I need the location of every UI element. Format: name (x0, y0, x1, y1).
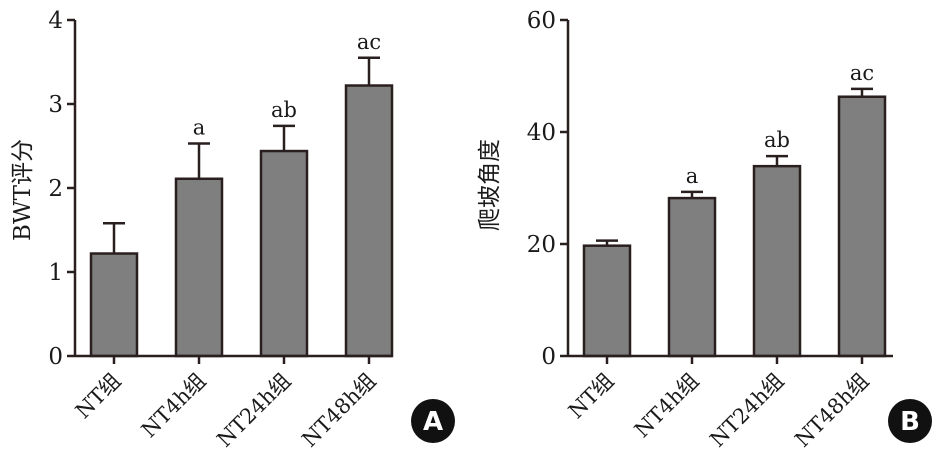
x-tick-label-2: NT4h组 (630, 369, 704, 443)
bar-3 (259, 149, 309, 358)
y-tick-label-1: 1 (48, 260, 63, 286)
x-tick-label-3: NT24h组 (705, 369, 788, 452)
y-tick-label-3: 3 (48, 92, 63, 118)
panel-a: a ab ac 0 1 2 3 4 NT组 NT4h组 NT24h组 NT48h组 BWT评分 A (10, 8, 455, 452)
y-tick-label-0: 0 (48, 344, 63, 370)
significance-label-3: ab (271, 98, 297, 122)
panel-label: A (423, 407, 443, 437)
significance-label-2: a (193, 115, 206, 139)
x-tick-label-3: NT24h组 (212, 369, 295, 452)
x-tick-label-1: NT组 (564, 369, 619, 424)
bar-2 (174, 177, 224, 358)
bar-1 (582, 244, 632, 358)
y-tick-label-0: 0 (541, 344, 556, 370)
panel-b: a ab ac 0 20 40 60 NT组 NT4h组 NT24h组 NT48h组 爬坡角度 B (477, 8, 932, 452)
bar-4 (837, 95, 887, 358)
panel-label-badge (888, 399, 932, 443)
significance-label-2: a (686, 164, 699, 188)
y-tick-label-2: 2 (48, 176, 63, 202)
y-axis-label: 爬坡角度 (477, 139, 503, 231)
y-tick-label-3: 60 (527, 8, 556, 34)
panel-label: B (900, 407, 920, 437)
x-tick-label-1: NT组 (71, 369, 126, 424)
x-tick-label-4: NT48h组 (790, 369, 873, 452)
y-tick-label-1: 20 (527, 232, 556, 258)
bar-2 (667, 196, 717, 358)
y-tick-label-4: 4 (48, 8, 63, 34)
bar-1 (89, 252, 139, 358)
y-axis-label: BWT评分 (10, 139, 36, 241)
y-tick-label-2: 40 (527, 120, 556, 146)
bar-4 (344, 84, 394, 358)
significance-label-4: ac (357, 30, 381, 54)
significance-label-4: ac (850, 61, 874, 85)
x-tick-label-4: NT48h组 (297, 369, 380, 452)
significance-label-3: ab (764, 128, 790, 152)
panel-label-badge (411, 399, 455, 443)
x-tick-label-2: NT4h组 (137, 369, 211, 443)
bar-3 (752, 164, 802, 358)
